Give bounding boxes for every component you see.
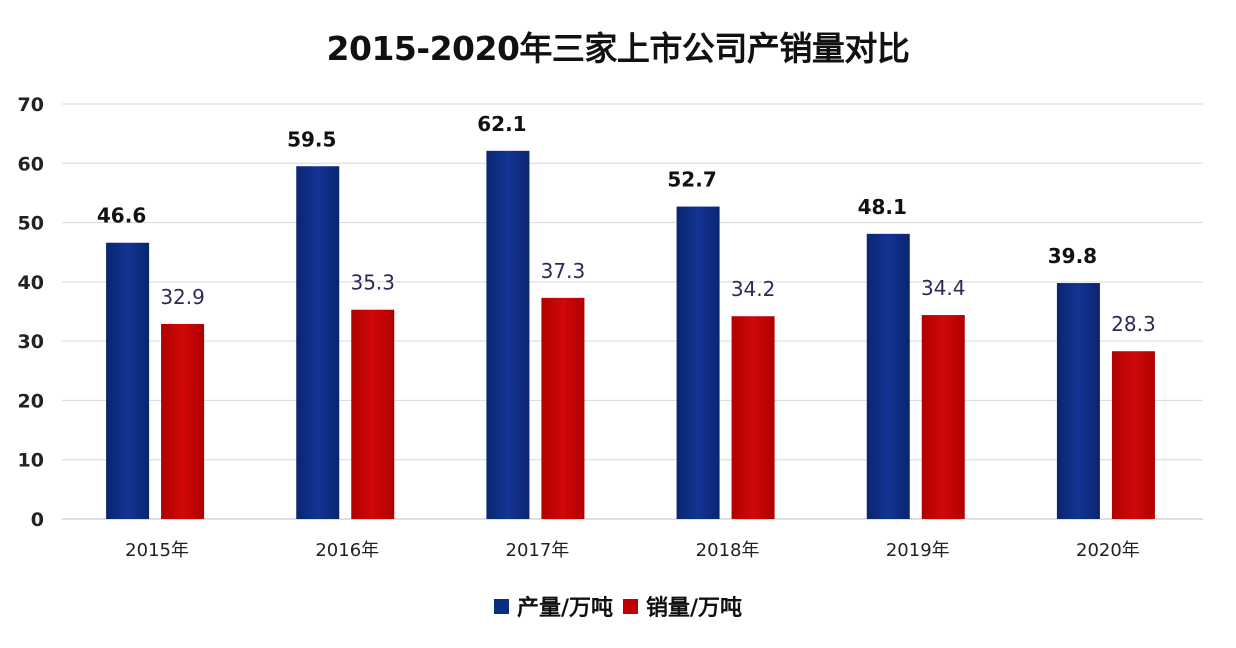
bar-production [676, 206, 720, 520]
bar-sales [731, 316, 775, 519]
data-label-sales: 34.2 [731, 277, 776, 301]
data-label-sales: 32.9 [160, 285, 205, 309]
data-label-sales: 35.3 [350, 271, 395, 295]
data-label-production: 46.6 [97, 204, 146, 228]
x-tick-label: 2015年 [125, 540, 189, 561]
y-tick-label: 40 [18, 272, 44, 294]
legend-swatch-production [493, 598, 509, 614]
chart-title: 2015-2020年三家上市公司产销量对比 [326, 29, 910, 68]
x-tick-label: 2019年 [886, 540, 950, 561]
x-tick-label: 2018年 [696, 540, 760, 561]
bar-production [106, 242, 150, 519]
data-label-production: 52.7 [667, 168, 716, 192]
x-tick-label: 2020年 [1076, 540, 1140, 561]
bar-production [486, 150, 530, 520]
x-tick-label: 2017年 [506, 540, 570, 561]
y-tick-label: 50 [18, 213, 44, 235]
legend-item-sales: 销量/万吨 [623, 590, 742, 622]
data-label-production: 39.8 [1048, 244, 1097, 268]
bar-production [866, 233, 910, 520]
data-label-sales: 37.3 [541, 259, 586, 283]
bar-production [1056, 283, 1100, 519]
y-tick-label: 30 [18, 331, 44, 353]
legend-item-production: 产量/万吨 [493, 590, 613, 622]
x-tick-label: 2016年 [315, 540, 379, 561]
bar-sales [161, 323, 205, 519]
y-tick-label: 20 [18, 390, 44, 412]
y-tick-label: 60 [18, 153, 44, 175]
bar-sales [921, 315, 965, 519]
legend-label-production: 产量/万吨 [516, 596, 613, 621]
data-label-production: 62.1 [477, 112, 526, 136]
legend-label-sales: 销量/万吨 [646, 596, 743, 621]
y-tick-label: 10 [18, 450, 44, 472]
data-label-production: 59.5 [287, 127, 336, 151]
data-label-sales: 34.4 [921, 276, 966, 300]
data-label-sales: 28.3 [1111, 312, 1156, 336]
bar-sales [1111, 351, 1155, 519]
bar-sales [541, 297, 585, 519]
legend: 产量/万吨 销量/万吨 [0, 590, 1236, 622]
data-label-production: 48.1 [858, 195, 907, 219]
bar-production [296, 166, 340, 519]
y-tick-label: 0 [31, 509, 44, 531]
bar-sales [351, 309, 395, 519]
legend-swatch-sales [623, 598, 638, 614]
y-tick-label: 70 [18, 94, 44, 116]
